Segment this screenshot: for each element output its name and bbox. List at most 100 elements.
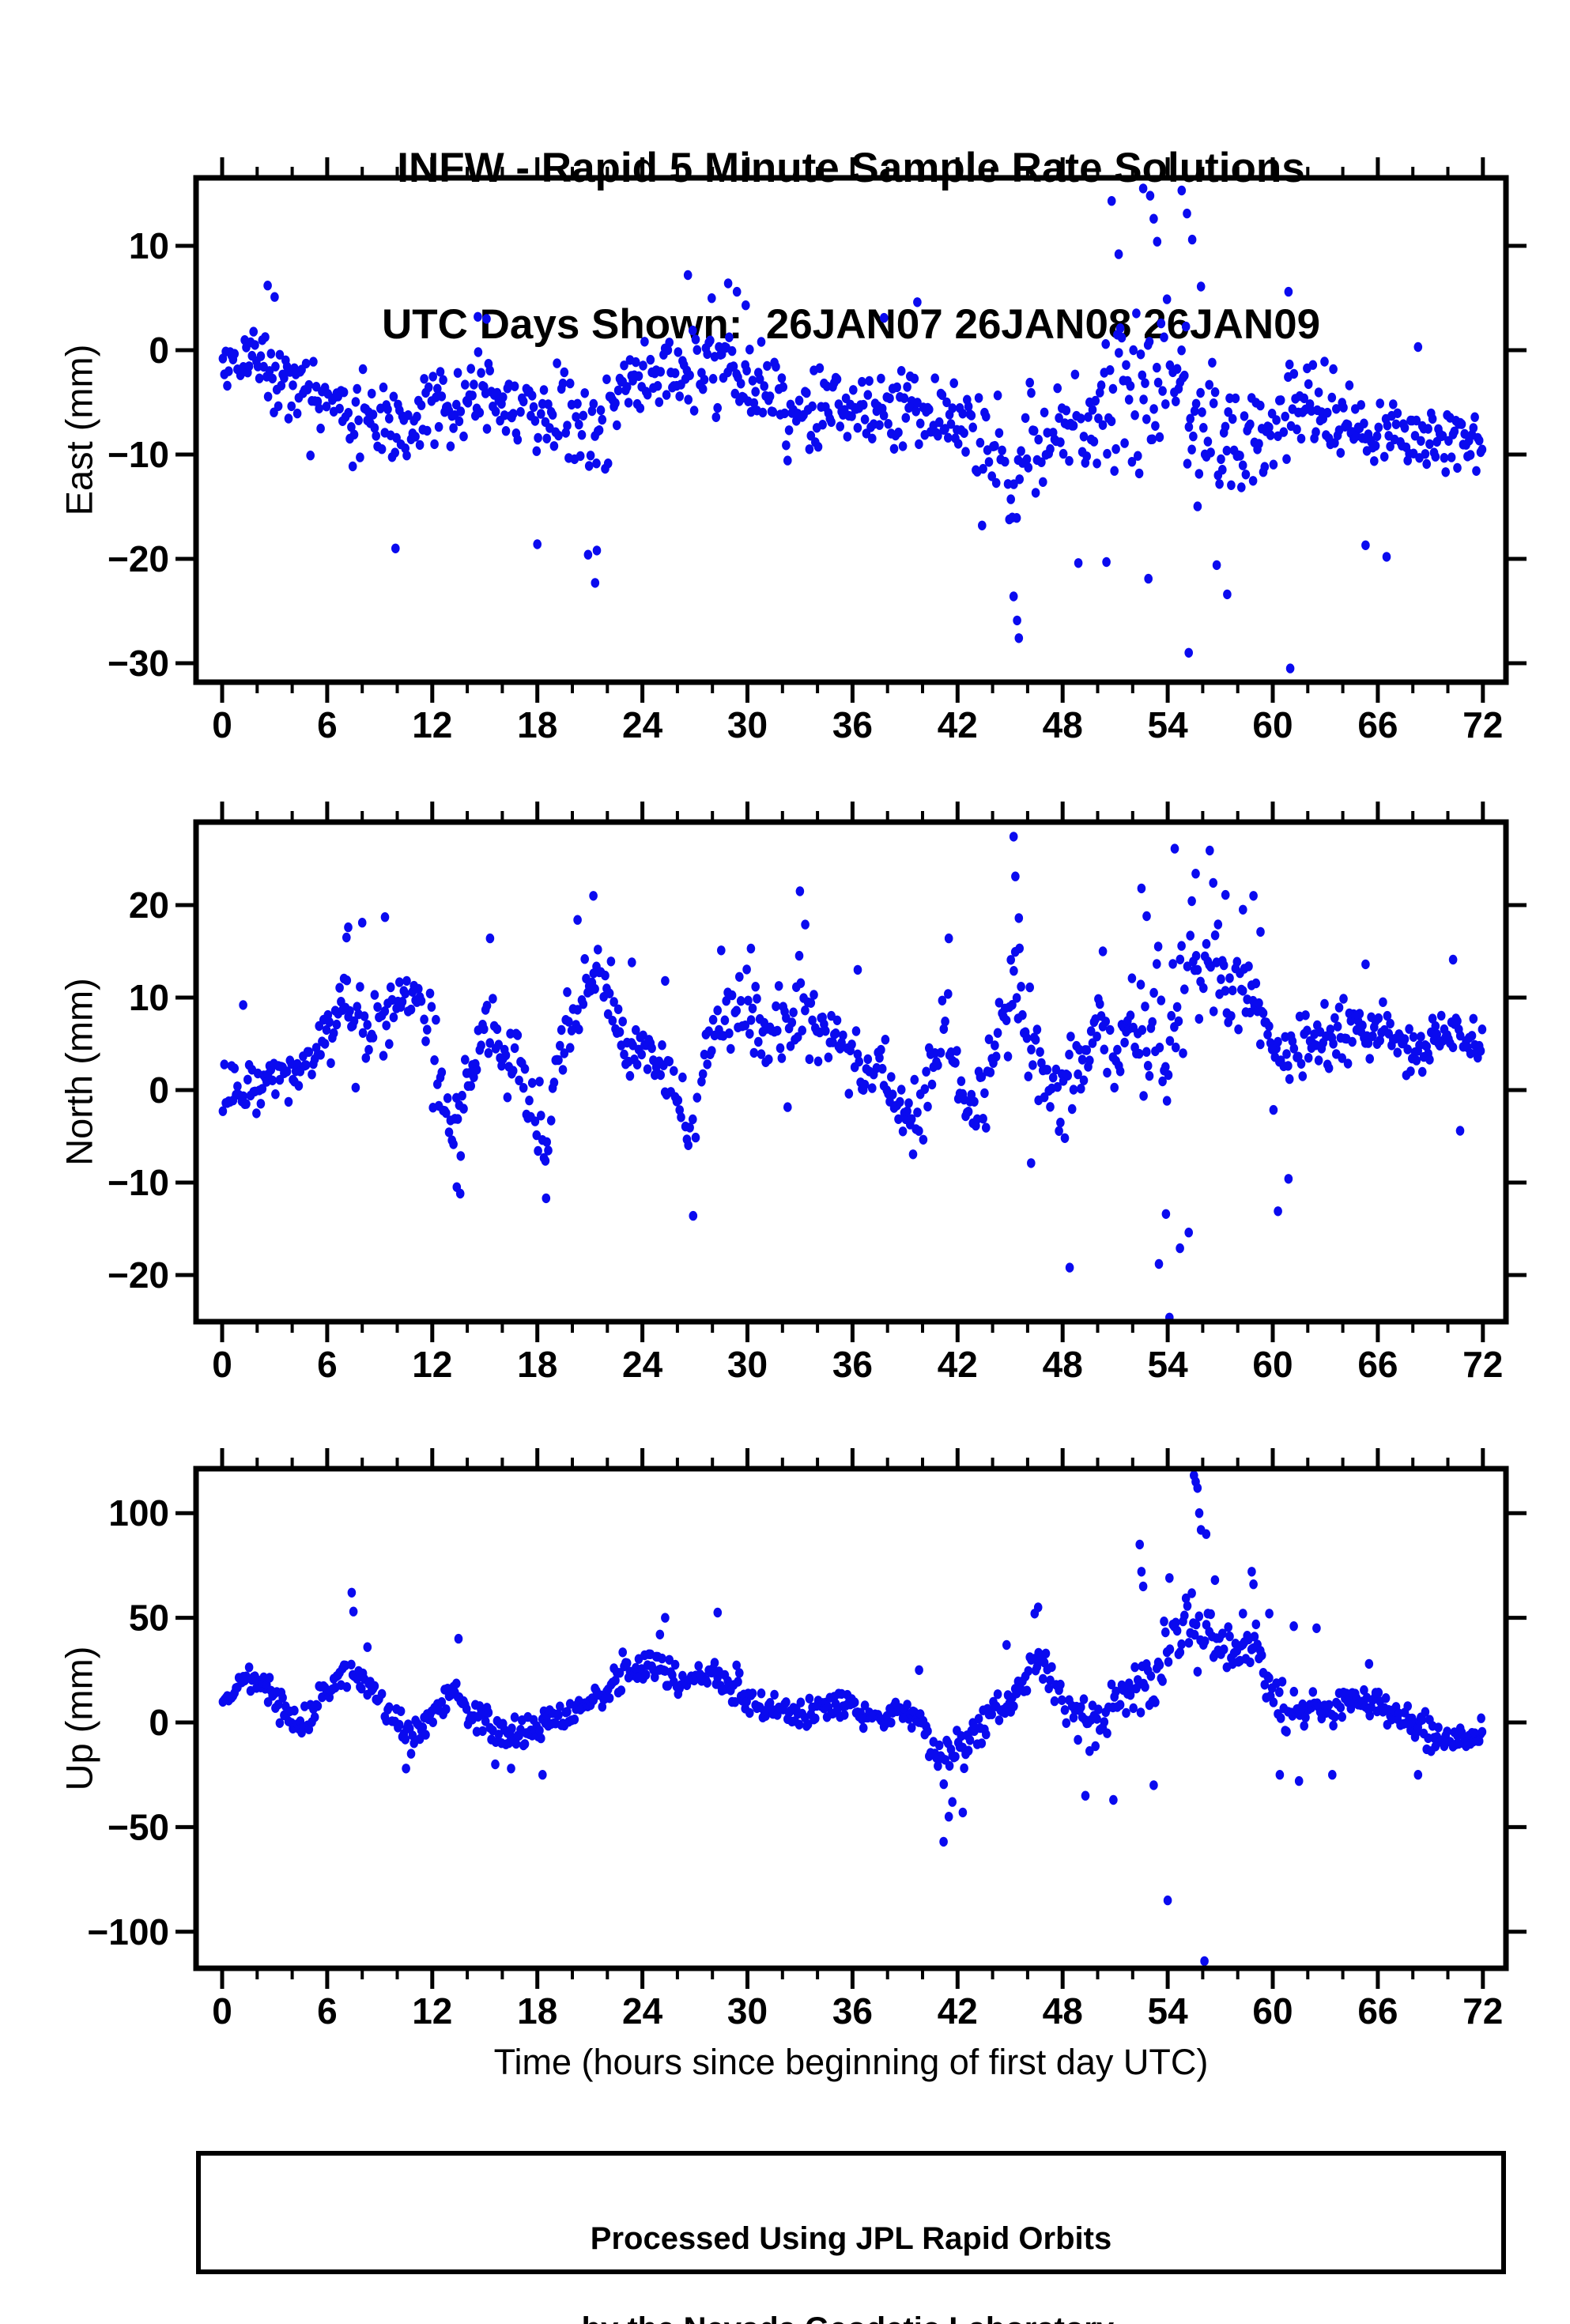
data-point-dot (1055, 413, 1063, 423)
data-point-dot (853, 423, 862, 433)
data-point-dot (478, 1726, 487, 1737)
data-point-dot (1360, 418, 1368, 428)
data-point-dot (370, 1681, 379, 1692)
data-point-dot (753, 994, 761, 1004)
data-point-dot (751, 982, 760, 992)
data-point-dot (1403, 1044, 1412, 1054)
data-point-dot (934, 1760, 942, 1771)
data-point-dot (637, 1049, 646, 1060)
data-point-dot (970, 1096, 979, 1107)
data-point-dot (1021, 413, 1030, 423)
data-point-dot (834, 399, 843, 409)
data-point-dot (313, 1701, 323, 1711)
data-point-dot (1107, 416, 1116, 427)
data-point-dot (1010, 479, 1018, 489)
data-point-dot (991, 477, 1001, 489)
data-point-dot (736, 996, 745, 1006)
data-point-dot (964, 402, 973, 412)
data-point-dot (860, 1700, 870, 1711)
data-point-dot (665, 1654, 674, 1665)
data-point-dot (1163, 1895, 1172, 1906)
data-point-dot (613, 420, 621, 431)
data-point-dot (840, 1710, 849, 1720)
data-point-dot (1069, 1712, 1078, 1723)
data-point-dot (1009, 832, 1018, 842)
data-point-dot (1282, 1726, 1291, 1737)
data-point-dot (1027, 1158, 1036, 1168)
x-tick-label: 18 (517, 704, 557, 745)
data-point-dot (1448, 1042, 1458, 1053)
data-point-dot (1034, 434, 1043, 445)
data-point-dot (1203, 436, 1213, 447)
data-point-dot (1022, 1033, 1032, 1043)
data-point-dot (1177, 185, 1187, 196)
data-point-dot (1210, 387, 1220, 398)
data-point-dot (608, 1016, 617, 1026)
data-point-dot (796, 1697, 806, 1707)
data-point-dot (357, 918, 367, 928)
data-point-dot (310, 1712, 319, 1722)
data-point-dot (665, 1056, 674, 1067)
data-point-dot (805, 1693, 814, 1703)
data-point-dot (1269, 459, 1278, 470)
data-point-dot (525, 1096, 534, 1106)
data-point-dot (1093, 1032, 1101, 1042)
data-point-dot (1403, 1701, 1412, 1711)
data-point-dot (1209, 398, 1218, 409)
data-point-dot (1177, 1639, 1186, 1650)
data-point-dot (1176, 1243, 1184, 1254)
data-point-dot (605, 988, 614, 998)
data-point-dot (1223, 589, 1232, 600)
data-point-dot (798, 1025, 806, 1036)
data-point-dot (994, 998, 1004, 1008)
data-point-dot (698, 384, 708, 394)
data-point-dot (402, 451, 411, 461)
data-point-dot (1194, 1508, 1204, 1519)
data-point-dot (974, 1714, 983, 1724)
data-point-dot (1410, 431, 1420, 441)
data-point-dot (1180, 984, 1189, 994)
data-point-dot (580, 388, 589, 398)
data-point-dot (1339, 402, 1348, 413)
data-point-dot (1225, 393, 1234, 403)
data-point-dot (915, 418, 925, 428)
data-point-dot (1284, 1174, 1293, 1184)
data-point-dot (456, 406, 466, 417)
data-point-dot (784, 425, 794, 436)
data-point-dot (1357, 400, 1365, 410)
data-point-dot (1120, 1037, 1129, 1048)
data-point-dot (831, 1028, 840, 1039)
data-point-dot (494, 1039, 504, 1050)
data-point-dot (477, 368, 485, 378)
data-point-dot (1269, 1697, 1278, 1707)
data-point-dot (1172, 1002, 1182, 1013)
data-point-dot (706, 335, 715, 345)
data-point-dot (427, 1002, 436, 1012)
x-tick-label: 48 (1043, 1344, 1083, 1385)
data-point-dot (349, 1606, 358, 1617)
data-point-dot (980, 1088, 989, 1099)
data-point-dot (1176, 954, 1185, 965)
data-point-dot (1234, 1024, 1243, 1035)
data-point-dot (993, 1028, 1002, 1038)
data-point-dot (748, 1688, 757, 1699)
data-point-dot (1143, 1061, 1153, 1071)
data-point-dot (1336, 447, 1345, 458)
data-point-dot (1167, 1010, 1176, 1021)
data-point-dot (453, 368, 462, 378)
data-point-dot (850, 1697, 859, 1707)
data-point-dot (839, 1030, 847, 1041)
data-point-dot (991, 440, 999, 451)
x-tick-label: 36 (832, 704, 873, 745)
data-point-dot (385, 1702, 394, 1712)
data-point-dot (976, 437, 985, 448)
data-point-dot (491, 406, 500, 417)
data-point-dot (1224, 1622, 1232, 1632)
data-point-dot (953, 1046, 961, 1056)
data-point-dot (1193, 1483, 1202, 1493)
x-tick-label: 30 (727, 1990, 768, 2032)
data-point-dot (1412, 415, 1421, 426)
data-point-dot (1274, 1036, 1282, 1047)
data-point-dot (1194, 1611, 1204, 1621)
data-point-dot (1100, 1044, 1109, 1054)
